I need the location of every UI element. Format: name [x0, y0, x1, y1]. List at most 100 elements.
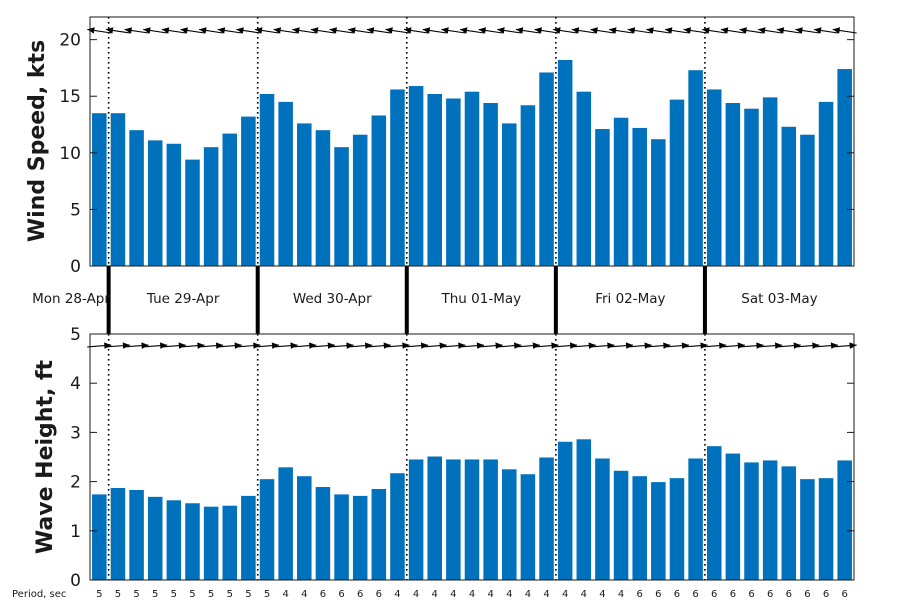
- wind-bar-7: [222, 133, 238, 266]
- wave-arrow-20-head: [476, 342, 484, 349]
- wind-arrow-16-head: [385, 27, 393, 34]
- wind-arrow-26: [571, 27, 596, 34]
- wave-arrow-34-head: [737, 342, 745, 349]
- period-value-11: 4: [301, 589, 307, 600]
- wind-tick-label-4: 20: [59, 31, 81, 51]
- wind-bar-21: [483, 103, 498, 267]
- wave-arrow-28-head: [625, 342, 634, 349]
- wave-tick-label-5: 5: [70, 325, 81, 345]
- wave-arrow-35-head: [756, 342, 764, 349]
- wave-arrow-19: [441, 342, 466, 349]
- period-value-28: 4: [618, 589, 624, 600]
- wave-bar-2: [129, 489, 144, 580]
- period-value-39: 6: [823, 589, 829, 600]
- period-value-26: 4: [581, 589, 587, 600]
- wave-arrow-39-head: [830, 342, 839, 349]
- day-label-3: Thu 01-May: [441, 291, 522, 307]
- wave-arrow-22: [497, 342, 522, 349]
- wave-bar-23: [520, 474, 536, 580]
- wind-bar-12: [315, 130, 331, 266]
- wave-tick-label-1: 1: [70, 522, 81, 542]
- wind-tick-label-3: 15: [59, 87, 81, 107]
- wind-bar-17: [408, 86, 424, 266]
- wave-arrow-16: [385, 342, 410, 349]
- wind-bar-9: [259, 93, 275, 267]
- wind-bar-16: [390, 89, 405, 266]
- wind-arrow-22-head: [497, 27, 505, 34]
- wave-bar-20: [464, 459, 480, 580]
- wind-speed-panel: 0 5 10 15 20 Wind Speed, kts: [25, 16, 857, 277]
- wave-arrow-16-head: [402, 342, 410, 349]
- wind-arrow-21: [478, 27, 503, 34]
- wind-arrow-8: [236, 27, 261, 34]
- wind-bar-24: [539, 72, 554, 267]
- period-value-13: 6: [338, 589, 344, 600]
- wind-bar-25: [557, 60, 573, 267]
- wind-arrow-1: [105, 27, 131, 34]
- wave-arrow-8-head: [253, 342, 261, 349]
- wave-bar-30: [651, 482, 666, 580]
- wave-arrow-14-head: [364, 342, 373, 349]
- wind-arrow-28-head: [609, 27, 617, 34]
- wind-arrow-24-head: [534, 27, 542, 34]
- wind-arrow-25-head: [553, 27, 561, 34]
- wave-arrow-13-head: [346, 342, 354, 349]
- wind-arrow-20-head: [460, 27, 468, 34]
- wave-bar-39: [818, 478, 834, 580]
- day-label-1: Tue 29-Apr: [146, 291, 220, 307]
- wave-arrow-6: [199, 342, 224, 349]
- wind-arrow-40: [832, 27, 857, 34]
- wind-bar-28: [613, 117, 629, 266]
- wind-bar-2: [129, 130, 144, 266]
- period-value-40: 6: [841, 589, 847, 600]
- wind-arrow-26-head: [571, 27, 580, 34]
- wind-arrow-4: [161, 27, 186, 34]
- wave-arrow-20: [459, 342, 485, 349]
- wave-arrow-3: [143, 342, 168, 349]
- wind-bar-29: [632, 127, 647, 266]
- wind-arrow-31-head: [664, 27, 673, 34]
- wave-arrow-28: [609, 342, 634, 349]
- wave-height-bars: [92, 439, 852, 580]
- wave-bar-15: [371, 488, 387, 580]
- wind-arrow-11: [292, 27, 317, 34]
- wind-bar-34: [725, 103, 741, 267]
- wind-arrow-18-head: [422, 27, 431, 34]
- wave-arrow-34: [720, 342, 745, 349]
- wave-arrow-10: [273, 342, 298, 349]
- wind-bar-27: [595, 129, 610, 266]
- wind-arrow-14-head: [348, 27, 356, 34]
- wave-bar-7: [222, 505, 238, 580]
- wave-arrow-33-head: [719, 342, 727, 349]
- wind-arrow-14: [348, 27, 373, 34]
- wave-tick-label-3: 3: [70, 423, 81, 443]
- wind-arrow-7: [217, 27, 242, 34]
- wind-bar-0: [92, 113, 107, 266]
- wave-arrow-38-head: [812, 342, 820, 349]
- wave-bar-24: [539, 457, 554, 580]
- wave-bar-27: [595, 458, 610, 580]
- wave-bar-16: [390, 473, 405, 580]
- wind-bar-5: [185, 159, 200, 266]
- wave-y-axis-title: Wave Height, ft: [33, 359, 58, 554]
- wind-arrow-12: [310, 27, 336, 34]
- wind-tick-label-1: 5: [70, 200, 81, 220]
- wave-bar-0: [92, 494, 107, 580]
- wind-bar-35: [744, 108, 759, 267]
- wind-arrow-27-head: [590, 27, 598, 34]
- wind-arrow-37: [776, 27, 801, 34]
- day-label-band: Mon 28-Apr Tue 29-Apr Wed 30-Apr Thu 01-May…: [32, 266, 818, 334]
- wave-bar-28: [613, 470, 629, 580]
- period-value-6: 5: [208, 589, 214, 600]
- wave-arrow-4-head: [178, 342, 186, 349]
- wind-arrow-20: [459, 27, 485, 34]
- wave-bar-19: [446, 459, 461, 580]
- wind-bar-4: [166, 143, 182, 266]
- period-value-20: 4: [469, 589, 475, 600]
- wind-arrow-27: [590, 27, 615, 34]
- wind-bar-30: [651, 139, 666, 266]
- wave-bar-34: [725, 453, 741, 580]
- period-value-29: 6: [637, 589, 643, 600]
- wind-arrow-39-head: [814, 27, 822, 34]
- wind-bar-40: [837, 69, 852, 266]
